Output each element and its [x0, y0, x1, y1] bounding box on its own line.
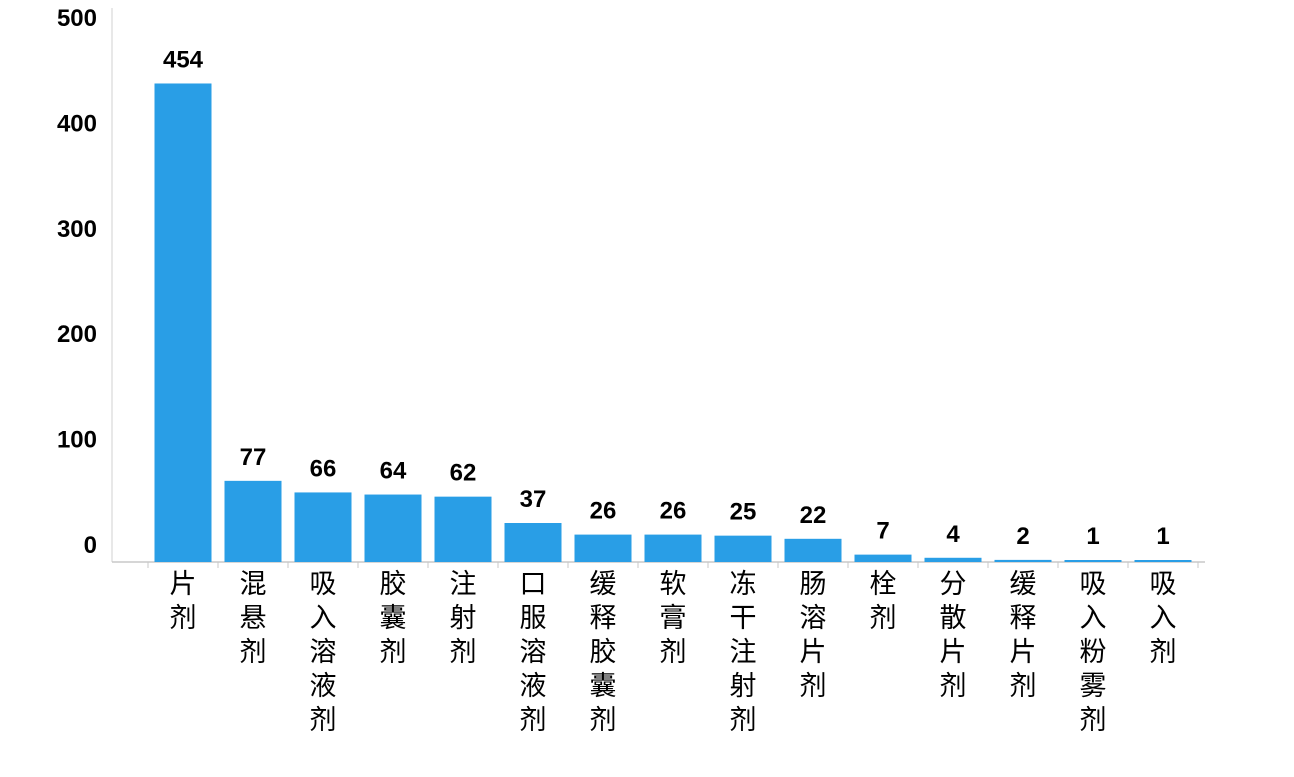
category-label: 缓释片剂: [1010, 569, 1037, 702]
data-label: 77: [240, 444, 267, 471]
category-label: 软膏剂: [660, 569, 687, 668]
category-label: 胶囊剂: [380, 569, 407, 668]
category-label: 栓剂: [870, 569, 897, 634]
bar: [504, 523, 562, 562]
y-tick-label: 100: [57, 427, 97, 454]
category-label: 吸入剂: [1150, 569, 1177, 668]
y-tick-label: 500: [57, 5, 97, 32]
bar: [644, 534, 702, 562]
category-label: 冻干注射剂: [730, 569, 757, 736]
bar: [434, 496, 492, 562]
bar: [1064, 560, 1122, 562]
data-label: 22: [800, 502, 827, 529]
category-label: 注射剂: [450, 569, 477, 668]
x-axis: [112, 561, 1205, 568]
data-label: 66: [310, 455, 337, 482]
bar: [854, 554, 912, 562]
data-label: 64: [380, 458, 407, 485]
data-label: 4: [946, 521, 960, 548]
data-label: 37: [520, 486, 547, 513]
category-label: 吸入溶液剂: [310, 569, 337, 736]
y-tick-label: 0: [84, 532, 97, 559]
category-label: 混悬剂: [240, 569, 267, 668]
bar: [1134, 560, 1192, 562]
category-label: 肠溶片剂: [800, 569, 827, 702]
data-labels: 454 77 66 64 62 37 26 26 25 22 7 4 2 1 1: [163, 46, 1170, 550]
bar: [574, 534, 632, 562]
y-tick-label: 400: [57, 110, 97, 137]
bar: [714, 535, 772, 562]
data-label: 26: [660, 498, 687, 525]
category-label: 缓释胶囊剂: [590, 569, 617, 736]
data-label: 7: [876, 518, 889, 545]
data-label: 2: [1016, 523, 1029, 550]
bar: [994, 559, 1052, 562]
category-label: 片剂: [170, 569, 197, 634]
bar: [294, 492, 352, 562]
y-tick-label: 200: [57, 321, 97, 348]
data-label: 26: [590, 498, 617, 525]
data-label: 1: [1156, 523, 1169, 550]
category-labels: 片剂 混悬剂 吸入溶液剂 胶囊剂 注射剂 口服溶液剂 缓释胶囊剂 软膏剂 冻干注射剂 肠溶片剂 栓剂…: [170, 569, 1177, 736]
y-tick-label: 300: [57, 216, 97, 243]
category-label: 口服溶液剂: [520, 569, 547, 736]
bar: [924, 557, 982, 562]
data-label: 62: [450, 460, 477, 487]
y-tick-labels: 0 100 200 300 400 500: [57, 5, 97, 559]
bar: [784, 538, 842, 562]
category-label: 分散片剂: [940, 569, 967, 702]
bar: [154, 83, 212, 562]
data-label: 454: [163, 46, 204, 73]
bars: [154, 83, 1192, 562]
bar: [224, 480, 282, 562]
data-label: 1: [1086, 523, 1099, 550]
category-label: 吸入粉雾剂: [1080, 569, 1107, 736]
data-label: 25: [730, 499, 757, 526]
bar: [364, 494, 422, 562]
